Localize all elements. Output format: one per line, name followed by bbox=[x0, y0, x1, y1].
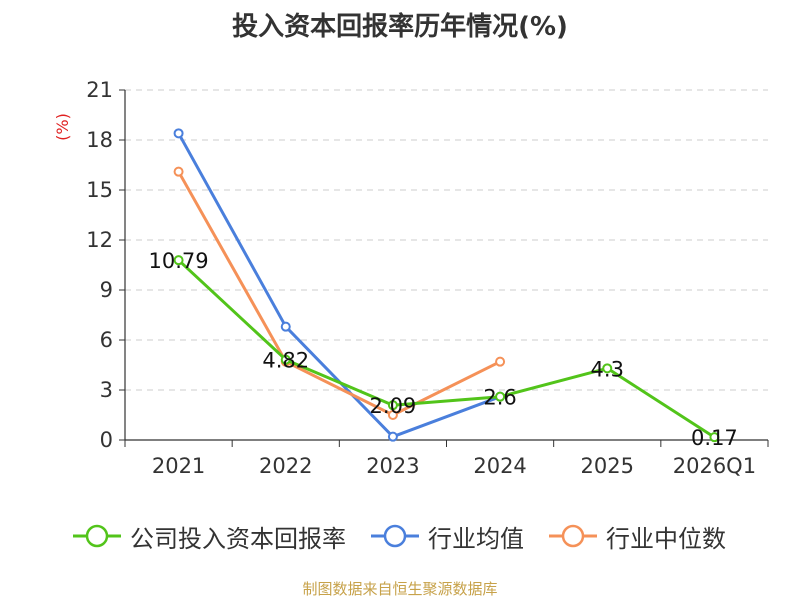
data-label: 0.17 bbox=[691, 426, 738, 450]
series-point-0 bbox=[173, 255, 184, 266]
y-axis-label: (%) bbox=[53, 113, 72, 141]
x-tick-label: 2026Q1 bbox=[673, 454, 756, 478]
series-point-0 bbox=[387, 400, 398, 411]
x-tick-label: 2022 bbox=[259, 454, 312, 478]
y-tick-label: 18 bbox=[86, 128, 113, 152]
x-tick-label: 2021 bbox=[152, 454, 205, 478]
series-point-2 bbox=[495, 356, 506, 367]
y-tick-label: 12 bbox=[86, 228, 113, 252]
series-point-1 bbox=[280, 321, 291, 332]
y-tick-label: 3 bbox=[100, 378, 113, 402]
legend-marker-circle bbox=[85, 524, 109, 548]
y-tick-label: 0 bbox=[100, 428, 113, 452]
legend-marker-icon bbox=[73, 524, 121, 548]
data-label: 10.79 bbox=[149, 249, 209, 273]
legend-label: 行业均值 bbox=[428, 524, 524, 553]
legend-label: 行业中位数 bbox=[606, 524, 726, 553]
series-point-0 bbox=[709, 432, 720, 443]
legend-label: 公司投入资本回报率 bbox=[130, 524, 346, 553]
axis-layer: 0 3 6 9 12 15 18 21 2021 2022 2023 2024 2025 2026Q1 (%… bbox=[53, 78, 769, 478]
series-point-2 bbox=[173, 166, 184, 177]
y-tick-label: 21 bbox=[86, 78, 113, 102]
data-label: 4.82 bbox=[262, 349, 309, 373]
x-tick-label: 2023 bbox=[366, 454, 419, 478]
series-line-1 bbox=[177, 132, 501, 439]
legend-marker-circle bbox=[561, 524, 585, 548]
legend-marker-icon bbox=[371, 524, 419, 548]
x-tick-label: 2025 bbox=[581, 454, 634, 478]
grid-layer bbox=[125, 89, 768, 391]
chart-title: 投入资本回报率历年情况(%) bbox=[232, 12, 568, 42]
legend-item[interactable]: 行业中位数 bbox=[548, 518, 726, 554]
y-tick-label: 9 bbox=[100, 278, 113, 302]
series-point-2 bbox=[387, 410, 398, 420]
series-point-1 bbox=[387, 431, 398, 442]
data-label: 2.6 bbox=[483, 386, 516, 410]
legend-item[interactable]: 行业均值 bbox=[370, 518, 524, 554]
y-tick-label: 15 bbox=[86, 178, 113, 202]
data-label: 2.09 bbox=[370, 394, 417, 418]
series-point-0 bbox=[280, 354, 291, 365]
data-label-layer: 10.79 4.82 2.09 2.6 4.3 0.17 bbox=[149, 249, 738, 450]
legend-item[interactable]: 公司投入资本回报率 bbox=[72, 518, 346, 554]
legend-marker-circle bbox=[383, 524, 407, 548]
series-line-2 bbox=[177, 170, 501, 417]
series-layer bbox=[173, 128, 720, 443]
legend-marker-icon bbox=[549, 524, 597, 548]
x-tick-label: 2024 bbox=[473, 454, 526, 478]
y-tick-label: 6 bbox=[100, 328, 113, 352]
data-label: 4.3 bbox=[591, 357, 624, 381]
series-line-0 bbox=[177, 259, 716, 439]
legend: 公司投入资本回报率 行业均值 行业中位数 bbox=[0, 518, 800, 558]
series-point-1 bbox=[173, 128, 184, 139]
series-point-0 bbox=[495, 391, 506, 402]
source-note: 制图数据来自恒生聚源数据库 bbox=[302, 580, 498, 598]
series-point-0 bbox=[602, 363, 613, 374]
